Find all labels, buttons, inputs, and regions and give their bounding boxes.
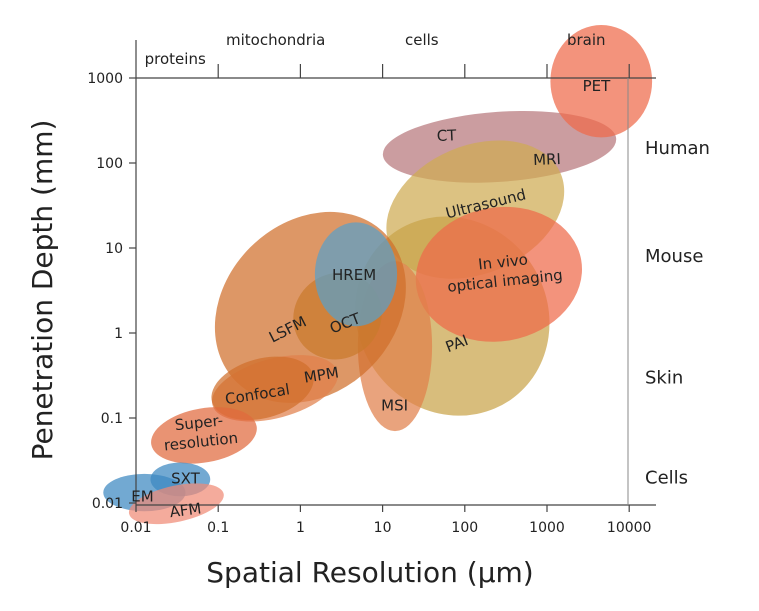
region-label-msi: MSI bbox=[381, 397, 408, 415]
region-pet bbox=[550, 25, 653, 138]
region-label-sxt: SXT bbox=[171, 469, 201, 487]
region-label-pet: PET bbox=[583, 77, 612, 95]
region-label-mri: MRI bbox=[533, 150, 562, 169]
region-label-afm: AFM bbox=[169, 499, 203, 521]
region-hrem bbox=[314, 222, 398, 327]
organism-scale-label-skin: Skin bbox=[645, 367, 683, 388]
y-tick-label: 1 bbox=[114, 326, 123, 342]
y-tick-label: 1000 bbox=[87, 71, 123, 87]
region-label-mpm: MPM bbox=[303, 363, 340, 386]
top-scale-label-cells: cells bbox=[405, 31, 439, 49]
region-super-resolution bbox=[151, 407, 257, 464]
organism-scale-label-mouse: Mouse bbox=[645, 246, 703, 267]
x-axis-title: Spatial Resolution (µm) bbox=[206, 556, 533, 589]
y-tick-label: 10 bbox=[105, 241, 123, 257]
region-label-em: EM bbox=[131, 488, 153, 506]
top-scale-label-mitochondria: mitochondria bbox=[226, 31, 325, 49]
x-tick-label: 1 bbox=[296, 520, 305, 536]
top-scale-label-proteins: proteins bbox=[145, 50, 206, 68]
top-scale-label-brain: brain bbox=[567, 31, 606, 49]
x-tick-label: 0.1 bbox=[207, 520, 229, 536]
region-label-ct: CT bbox=[436, 126, 457, 145]
region-label-super-resolution: Super- bbox=[174, 411, 224, 434]
organism-scale-label-cells: Cells bbox=[645, 467, 688, 488]
organism-scale-label-human: Human bbox=[645, 138, 710, 159]
y-tick-label: 0.01 bbox=[92, 496, 123, 512]
y-tick-label: 100 bbox=[96, 156, 123, 172]
x-tick-label: 10000 bbox=[607, 520, 652, 536]
region-afm bbox=[128, 483, 224, 525]
x-tick-label: 100 bbox=[451, 520, 478, 536]
ticks-layer: 0.01 0.1 1 10 100 1000 10000 0.01 0.1 1 10 100 1000 p… bbox=[87, 31, 710, 536]
x-tick-label: 1000 bbox=[529, 520, 565, 536]
region-confocal bbox=[211, 356, 314, 421]
region-label-in-vivo-optical-imaging: In vivo bbox=[477, 250, 528, 273]
regions-layer bbox=[103, 25, 653, 525]
x-tick-label: 0.01 bbox=[120, 520, 151, 536]
y-axis-title: Penetration Depth (mm) bbox=[26, 120, 59, 461]
x-tick-label: 10 bbox=[374, 520, 392, 536]
region-label-hrem: HREM bbox=[332, 266, 376, 284]
axes-layer bbox=[135, 40, 656, 506]
region-in-vivo-optical-imaging bbox=[415, 206, 583, 342]
y-tick-label: 0.1 bbox=[101, 411, 123, 427]
